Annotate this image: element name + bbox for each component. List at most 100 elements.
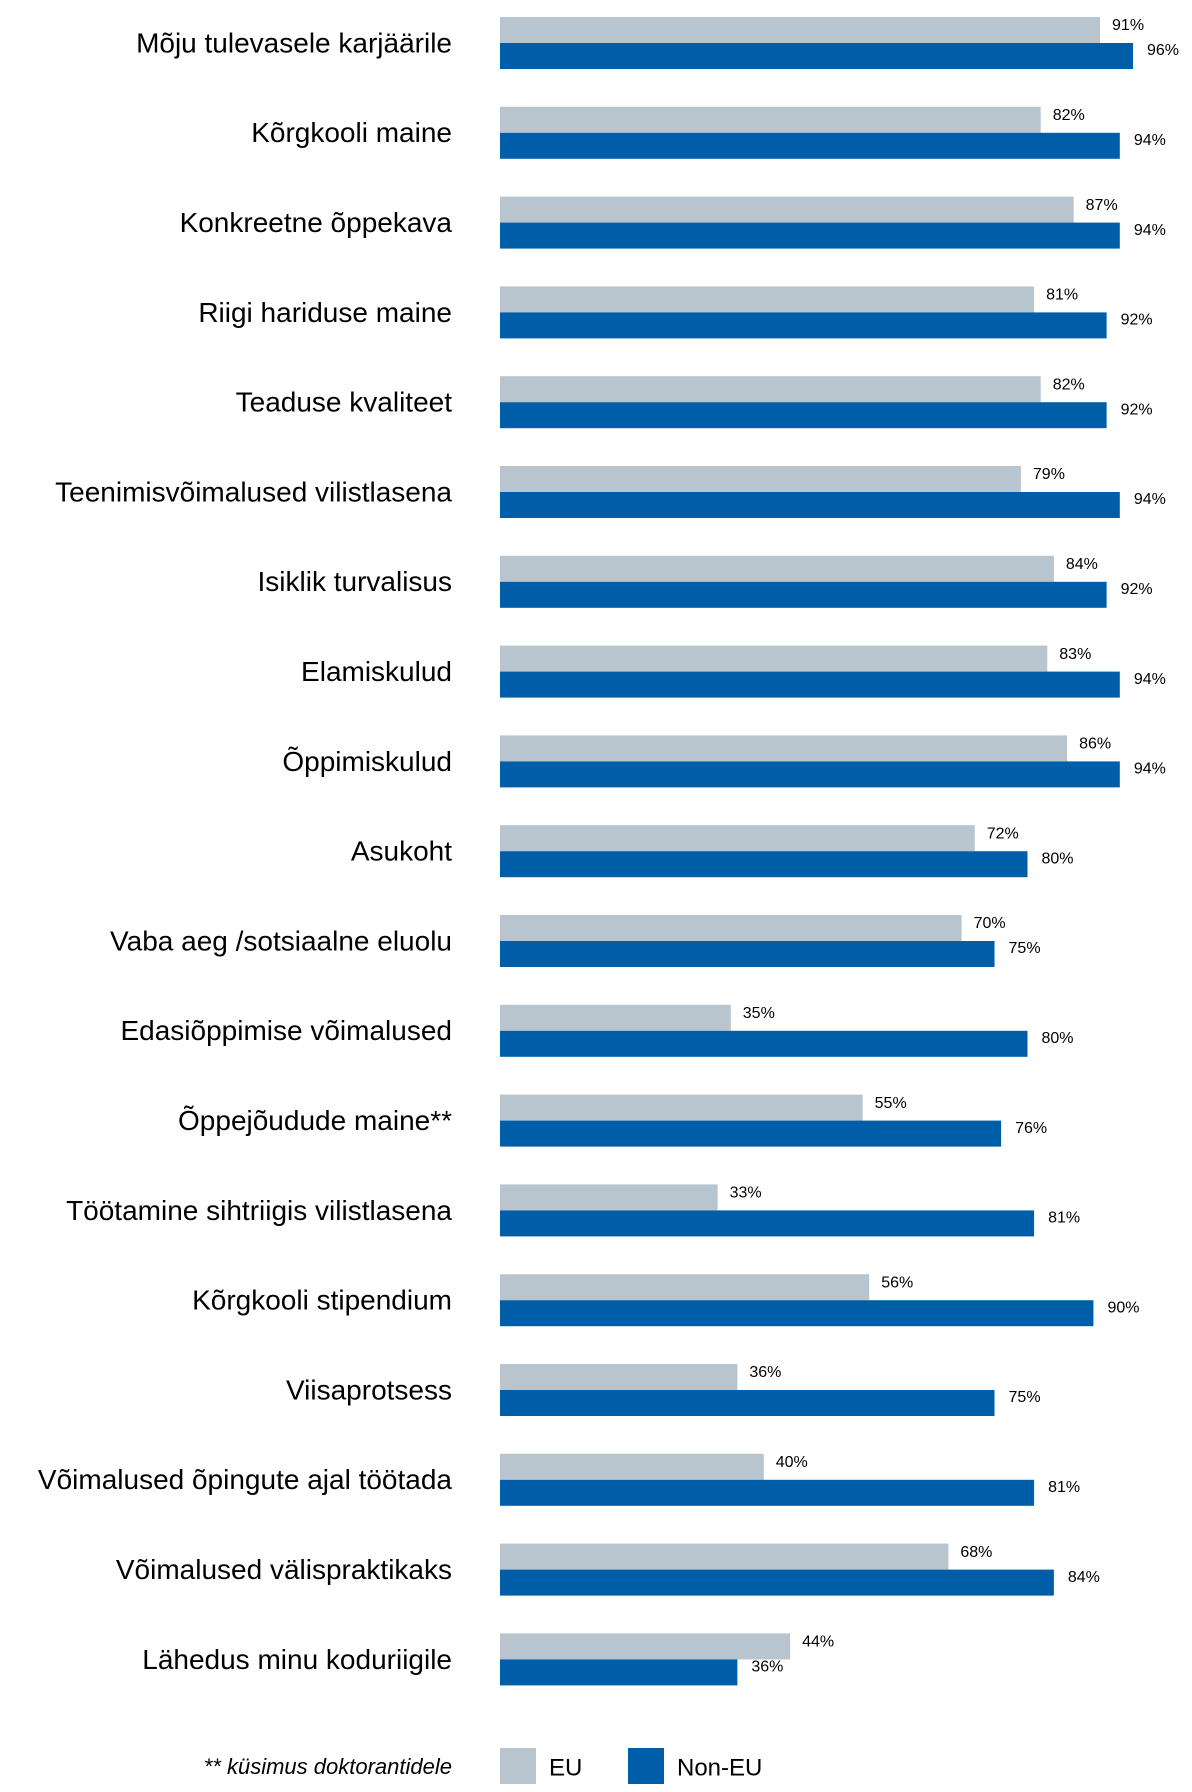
legend-swatch	[500, 1748, 536, 1784]
bar	[500, 286, 1035, 313]
value-label: 92%	[1121, 312, 1153, 329]
value-label: 75%	[1009, 1389, 1041, 1406]
legend-swatch	[628, 1748, 664, 1784]
value-label: 86%	[1079, 736, 1111, 753]
bar	[500, 466, 1021, 492]
category-label: Õppimiskulud	[282, 746, 452, 777]
category-label: Mõju tulevasele karjäärile	[136, 27, 452, 58]
category-label: Asukoht	[351, 836, 452, 867]
category-label: Lähedus minu koduriigile	[142, 1644, 452, 1675]
bar	[500, 1004, 731, 1031]
bar	[500, 671, 1120, 698]
bar	[500, 1633, 791, 1660]
value-label: 94%	[1134, 671, 1166, 688]
value-label: 96%	[1147, 42, 1179, 59]
value-label: 36%	[751, 1659, 783, 1676]
value-label: 91%	[1112, 17, 1144, 34]
category-label: Vaba aeg /sotsiaalne eluolu	[110, 925, 452, 956]
value-label: 90%	[1107, 1299, 1139, 1316]
value-label: 75%	[1009, 940, 1041, 957]
category-label: Elamiskulud	[301, 656, 452, 687]
bar	[500, 1120, 1002, 1147]
bar	[500, 851, 1028, 878]
value-label: 56%	[881, 1274, 913, 1291]
category-label: Kõrgkooli stipendium	[192, 1285, 452, 1316]
bar	[500, 581, 1107, 608]
bar	[500, 196, 1074, 223]
category-label: Kõrgkooli maine	[251, 117, 452, 148]
value-label: 81%	[1046, 287, 1078, 304]
category-label: Õppejõudude maine**	[178, 1105, 452, 1136]
legend-label: Non-EU	[677, 1754, 762, 1781]
bar	[500, 1453, 764, 1480]
value-label: 68%	[960, 1544, 992, 1561]
category-label: Teaduse kvaliteet	[236, 387, 453, 418]
bar	[500, 1569, 1054, 1596]
value-label: 82%	[1053, 376, 1085, 393]
category-label: Töötamine sihtriigis vilistlasena	[66, 1195, 452, 1226]
category-label: Teenimisvõimalused vilistlasena	[55, 476, 452, 507]
bar	[500, 1210, 1035, 1237]
bar	[500, 645, 1048, 672]
value-label: 55%	[875, 1095, 907, 1112]
bar	[500, 222, 1120, 249]
bar	[500, 555, 1054, 582]
value-label: 79%	[1033, 466, 1065, 483]
value-label: 94%	[1134, 222, 1166, 239]
category-label: Võimalused välispraktikaks	[116, 1554, 452, 1585]
bar	[500, 402, 1107, 429]
value-label: 44%	[802, 1634, 834, 1651]
value-label: 87%	[1086, 197, 1118, 214]
value-label: 76%	[1015, 1120, 1047, 1137]
bar	[500, 43, 1133, 69]
bar	[500, 915, 962, 941]
bar	[500, 735, 1068, 762]
bar	[500, 106, 1041, 133]
value-label: 94%	[1134, 491, 1166, 508]
bar	[500, 1659, 738, 1686]
value-label: 40%	[776, 1454, 808, 1471]
bar	[500, 825, 975, 852]
legend-label: EU	[549, 1754, 582, 1781]
bar	[500, 761, 1120, 788]
bar	[500, 1543, 949, 1570]
bar	[500, 1184, 718, 1211]
value-label: 83%	[1059, 646, 1091, 663]
value-label: 84%	[1066, 556, 1098, 573]
bar	[500, 312, 1107, 339]
value-label: 70%	[974, 915, 1006, 932]
bar	[500, 1094, 863, 1121]
bar	[500, 1479, 1035, 1506]
value-label: 92%	[1121, 401, 1153, 418]
bar	[500, 1390, 995, 1416]
value-label: 80%	[1042, 1030, 1074, 1047]
category-label: Konkreetne õppekava	[180, 207, 453, 238]
bar	[500, 1274, 870, 1301]
category-label: Edasiõppimise võimalused	[120, 1015, 452, 1046]
value-label: 94%	[1134, 132, 1166, 149]
value-label: 94%	[1134, 761, 1166, 778]
value-label: 81%	[1048, 1210, 1080, 1227]
category-label: Riigi hariduse maine	[198, 297, 452, 328]
value-label: 84%	[1068, 1569, 1100, 1586]
bar	[500, 1300, 1094, 1327]
category-label: Viisaprotsess	[286, 1374, 452, 1405]
bar	[500, 1364, 738, 1390]
value-label: 80%	[1042, 850, 1074, 867]
value-label: 72%	[987, 825, 1019, 842]
bar	[500, 376, 1041, 403]
category-label: Võimalused õpingute ajal töötada	[38, 1464, 453, 1495]
category-label: Isiklik turvalisus	[258, 566, 452, 597]
bar	[500, 17, 1101, 43]
bar	[500, 492, 1120, 518]
value-label: 33%	[730, 1185, 762, 1202]
value-label: 81%	[1048, 1479, 1080, 1496]
bar	[500, 132, 1120, 159]
value-label: 82%	[1053, 107, 1085, 124]
value-label: 36%	[749, 1364, 781, 1381]
value-label: 35%	[743, 1005, 775, 1022]
bar	[500, 1030, 1028, 1057]
bar	[500, 941, 995, 967]
value-label: 92%	[1121, 581, 1153, 598]
